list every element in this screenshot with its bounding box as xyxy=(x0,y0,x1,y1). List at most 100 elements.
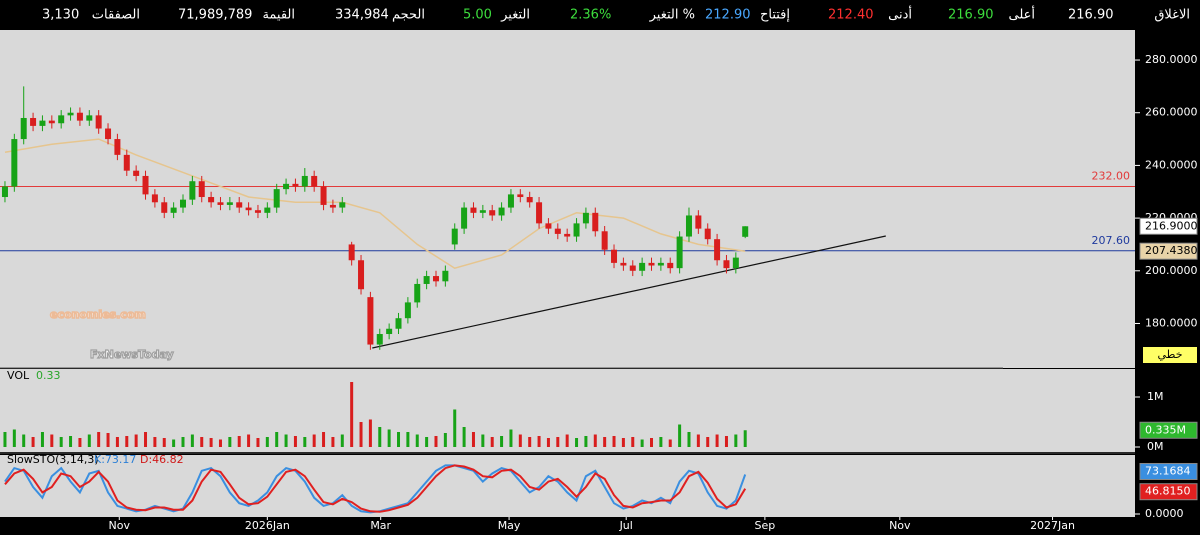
candle-body xyxy=(151,194,158,203)
volume-bar xyxy=(200,437,204,447)
volume-bar xyxy=(350,382,354,447)
volume-bar xyxy=(584,436,588,447)
candle-body xyxy=(704,228,711,240)
volume-bar xyxy=(190,434,194,447)
volume-bar xyxy=(528,437,532,447)
candle-body xyxy=(105,128,112,140)
candle-body xyxy=(414,283,421,303)
header-value: 334,984 xyxy=(335,8,389,23)
moving-average xyxy=(4,138,746,270)
ma-value-text: 207.4380 xyxy=(1145,244,1198,257)
candle-body xyxy=(58,115,65,124)
candle-body xyxy=(142,175,149,195)
candle-body xyxy=(264,207,271,213)
header-value: 3,130 xyxy=(42,8,79,23)
x-tick-label: Nov xyxy=(889,519,911,532)
stochastic-title: SlowSTO(3,14,3) xyxy=(7,453,99,466)
candle-body xyxy=(170,207,177,213)
candle-body xyxy=(179,199,186,208)
header-label: الاغلاق xyxy=(1154,8,1190,23)
volume-bar xyxy=(303,437,307,447)
candle-body xyxy=(86,115,93,121)
candle-body xyxy=(114,139,121,155)
candle-body xyxy=(386,328,393,335)
volume-bar xyxy=(612,436,616,447)
header-label: التغير xyxy=(500,8,530,23)
volume-bar xyxy=(87,434,91,447)
volume-bar xyxy=(3,432,7,447)
volume-bar xyxy=(724,436,728,447)
watermark: FxNewsToday xyxy=(90,348,174,361)
y-tick-label: 180.0000 xyxy=(1145,316,1198,329)
volume-bar xyxy=(687,432,691,447)
candle-body xyxy=(358,260,365,290)
volume-bar xyxy=(322,432,326,447)
volume-bar xyxy=(406,432,410,447)
volume-bar xyxy=(631,437,635,447)
candle-body xyxy=(723,260,730,269)
candle-body xyxy=(329,204,336,208)
volume-bar xyxy=(144,432,148,447)
candle-body xyxy=(592,212,599,232)
volume-bar xyxy=(706,437,710,447)
main-panel xyxy=(0,30,1135,368)
x-tick-label: 2026Jan xyxy=(245,519,290,532)
candle-body xyxy=(11,139,18,187)
volume-bar xyxy=(537,436,541,447)
y-tick-label: 260.0000 xyxy=(1145,106,1198,119)
volume-bar xyxy=(359,422,363,447)
candle-body xyxy=(133,170,140,176)
volume-bar xyxy=(31,437,35,447)
candle-body xyxy=(479,210,486,213)
volume-bar xyxy=(247,434,251,447)
candle-body xyxy=(1,186,8,198)
candle-body xyxy=(545,223,552,229)
header-label: أعلى xyxy=(1008,6,1035,23)
stochastic-tick-label: 0.0000 xyxy=(1145,507,1184,520)
candle-body xyxy=(498,207,505,216)
volume-bar xyxy=(471,432,475,447)
volume-bar xyxy=(546,438,550,447)
volume-bar xyxy=(368,419,372,447)
candle-body xyxy=(226,202,233,205)
candle-body xyxy=(198,181,205,198)
x-tick-label: Mar xyxy=(370,519,391,532)
candle-body xyxy=(161,202,168,213)
candle-body xyxy=(507,194,514,208)
stochastic-d xyxy=(4,464,747,513)
volume-bar xyxy=(181,437,185,447)
candle-body xyxy=(39,120,46,126)
volume-bar xyxy=(340,434,344,447)
candle-body xyxy=(461,207,468,229)
candle-body xyxy=(432,276,439,282)
last-price-box xyxy=(1139,217,1198,235)
volume-bar xyxy=(462,427,466,447)
scale-box xyxy=(1143,347,1197,363)
candle-body xyxy=(611,249,618,263)
header-label: القيمة xyxy=(262,8,295,23)
candle-body xyxy=(639,262,646,271)
candle-body xyxy=(376,334,383,345)
volume-bar xyxy=(715,434,719,447)
ma-value-box xyxy=(1139,242,1198,260)
candle-body xyxy=(451,228,458,245)
candle-body xyxy=(526,197,533,203)
candle-body xyxy=(648,262,655,266)
x-tick-label: Jul xyxy=(619,519,633,532)
horizontal-line-label: 207.60 xyxy=(1092,234,1131,247)
volume-bar xyxy=(97,432,101,447)
volume-bar xyxy=(265,437,269,447)
candle-body xyxy=(657,262,664,266)
volume-bar xyxy=(500,436,504,447)
candle-body xyxy=(732,257,739,269)
candle-body xyxy=(685,215,692,237)
volume-bar xyxy=(331,437,335,447)
volume-bar xyxy=(425,437,429,447)
candle-body xyxy=(404,302,411,319)
candle-body xyxy=(301,175,308,187)
candle-body xyxy=(489,210,496,216)
volume-bar xyxy=(387,429,391,447)
volume-bar xyxy=(434,436,438,447)
candle-body xyxy=(48,120,55,124)
